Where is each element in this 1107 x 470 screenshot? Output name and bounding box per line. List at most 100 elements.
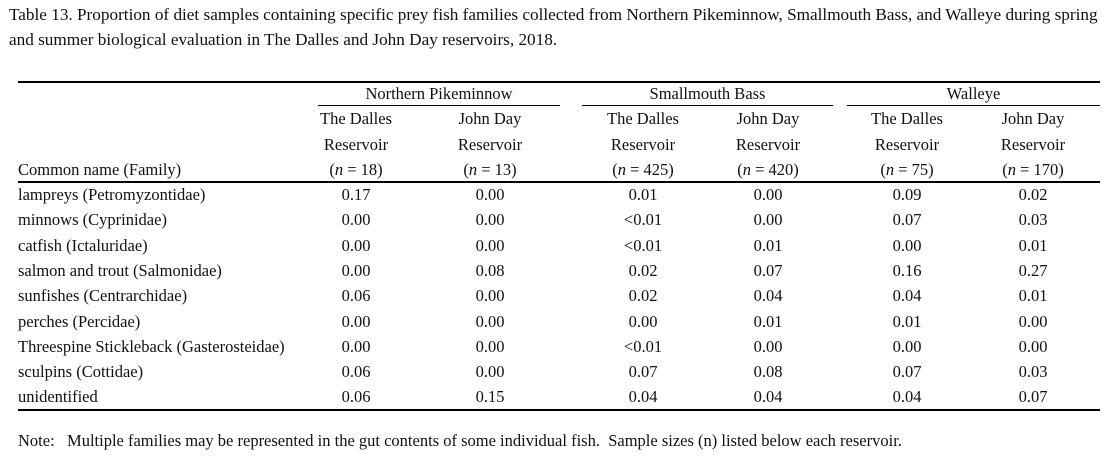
group-rule — [582, 105, 833, 106]
sample-size: (n = 75) — [880, 160, 934, 179]
name-col-header: Common name (Family) — [18, 160, 182, 179]
col-header: Reservoir — [610, 135, 676, 154]
col-header: Reservoir — [735, 135, 801, 154]
cell-value: 0.00 — [1018, 311, 1048, 331]
row-name: sculpins (Cottidae) — [18, 362, 144, 382]
cell-value: 0.02 — [628, 260, 658, 280]
header-row-2: Reservoir Reservoir Reservoir Reservoir … — [0, 132, 1107, 157]
cell-value: 0.01 — [753, 311, 783, 331]
col-header: John Day — [736, 109, 800, 128]
cell-value: 0.08 — [753, 362, 783, 382]
table-row: perches (Percidae) 0.00 0.00 0.00 0.01 0.01 0.… — [0, 309, 1107, 334]
cell-value: 0.17 — [341, 185, 371, 204]
top-rule — [18, 81, 1100, 83]
group-header-walleye: Walleye — [946, 84, 1001, 103]
cell-value: 0.00 — [341, 235, 371, 255]
row-name: minnows (Cyprinidae) — [18, 210, 167, 230]
cell-value: 0.00 — [475, 210, 505, 230]
cell-value: 0.06 — [341, 286, 371, 306]
cell-value: <0.01 — [623, 336, 663, 356]
col-header: Reservoir — [323, 135, 389, 154]
col-header: Reservoir — [1000, 135, 1066, 154]
header-rule — [18, 181, 1100, 183]
cell-value: 0.01 — [892, 311, 922, 331]
cell-value: 0.00 — [475, 311, 505, 331]
cell-value: 0.00 — [475, 362, 505, 382]
group-rule — [318, 105, 560, 106]
cell-value: 0.00 — [753, 210, 783, 230]
cell-value: 0.07 — [1018, 387, 1048, 407]
cell-value: 0.00 — [753, 336, 783, 356]
row-name: sunfishes (Centrarchidae) — [18, 286, 188, 306]
table-row: lampreys (Petromyzontidae) 0.17 0.00 0.01 0.… — [0, 182, 1107, 207]
table-note: Note: Multiple families may be represent… — [18, 431, 902, 450]
col-header: The Dalles — [871, 109, 943, 128]
sample-size: (n = 425) — [612, 160, 674, 179]
cell-value: 0.00 — [341, 260, 371, 280]
cell-value: 0.00 — [475, 336, 505, 356]
cell-value: <0.01 — [623, 235, 663, 255]
col-header: John Day — [1001, 109, 1065, 128]
cell-value: 0.00 — [475, 235, 505, 255]
row-name: perches (Percidae) — [18, 311, 141, 331]
cell-value: 0.06 — [341, 387, 371, 407]
row-name: lampreys (Petromyzontidae) — [18, 185, 206, 204]
cell-value: 0.00 — [475, 286, 505, 306]
cell-value: 0.01 — [1018, 286, 1048, 306]
cell-value: 0.04 — [892, 286, 922, 306]
n-value: 18 — [360, 160, 378, 179]
cell-value: 0.04 — [892, 387, 922, 407]
header-row-3: Common name (Family) (n = 18) (n = 13) (… — [0, 157, 1107, 182]
cell-value: 0.27 — [1018, 260, 1048, 280]
col-header: The Dalles — [320, 109, 392, 128]
cell-value: 0.00 — [341, 311, 371, 331]
cell-value: 0.03 — [1018, 362, 1048, 382]
table-row: minnows (Cyprinidae) 0.00 0.00 <0.01 0.00 0.0… — [0, 207, 1107, 232]
cell-value: 0.01 — [628, 185, 658, 204]
col-header: Reservoir — [874, 135, 940, 154]
header-row-1: The Dalles John Day The Dalles John Day … — [0, 106, 1107, 131]
cell-value: 0.16 — [892, 260, 922, 280]
cell-value: 0.07 — [892, 210, 922, 230]
cell-value: 0.00 — [628, 311, 658, 331]
group-header-smallmouth-bass: Smallmouth Bass — [649, 84, 766, 103]
bottom-rule — [18, 409, 1100, 411]
table-row: salmon and trout (Salmonidae) 0.00 0.08 0.0… — [0, 258, 1107, 283]
sample-size: (n = 420) — [737, 160, 799, 179]
group-rule — [847, 105, 1100, 106]
n-value: 170 — [1033, 160, 1059, 179]
cell-value: 0.15 — [475, 387, 505, 407]
cell-value: 0.00 — [892, 235, 922, 255]
table-caption: Table 13. Proportion of diet samples con… — [9, 5, 1098, 49]
cell-value: 0.02 — [628, 286, 658, 306]
cell-value: 0.04 — [628, 387, 658, 407]
cell-value: 0.07 — [753, 260, 783, 280]
row-name: salmon and trout (Salmonidae) — [18, 260, 222, 280]
cell-value: 0.06 — [341, 362, 371, 382]
table-row: sculpins (Cottidae) 0.06 0.00 0.07 0.08 0.07 0… — [0, 359, 1107, 384]
sample-size: (n = 18) — [329, 160, 383, 179]
row-name: Threespine Stickleback (Gasterosteidae) — [18, 336, 285, 356]
row-name: unidentified — [18, 387, 98, 407]
cell-value: 0.00 — [341, 210, 371, 230]
n-value: 13 — [494, 160, 512, 179]
cell-value: 0.07 — [628, 362, 658, 382]
cell-value: 0.02 — [1018, 185, 1048, 204]
cell-value: 0.01 — [1018, 235, 1048, 255]
cell-value: 0.04 — [753, 286, 783, 306]
sample-size: (n = 13) — [463, 160, 517, 179]
n-value: 420 — [768, 160, 794, 179]
table-row: sunfishes (Centrarchidae) 0.06 0.00 0.02 0.0… — [0, 283, 1107, 308]
cell-value: 0.04 — [753, 387, 783, 407]
cell-value: <0.01 — [623, 210, 663, 230]
table-row: catfish (Ictaluridae) 0.00 0.00 <0.01 0.01 0.… — [0, 233, 1107, 258]
cell-value: 0.00 — [341, 336, 371, 356]
cell-value: 0.08 — [475, 260, 505, 280]
n-value: 425 — [643, 160, 669, 179]
col-header: Reservoir — [457, 135, 523, 154]
cell-value: 0.00 — [753, 185, 783, 204]
table-row: Threespine Stickleback (Gasterosteidae) 0… — [0, 334, 1107, 359]
sample-size: (n = 170) — [1002, 160, 1064, 179]
cell-value: 0.07 — [892, 362, 922, 382]
cell-value: 0.00 — [892, 336, 922, 356]
